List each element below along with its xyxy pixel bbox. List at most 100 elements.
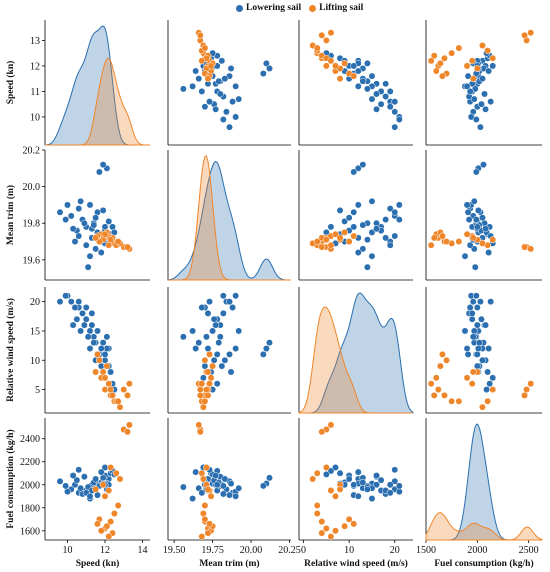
- scatter-point-lifting: [350, 72, 358, 80]
- scatter-point-lowering: [391, 123, 399, 131]
- scatter-point-lifting: [199, 510, 207, 517]
- scatter-point-lowering: [216, 333, 224, 341]
- scatter-point-lifting: [521, 391, 528, 399]
- scatter-point-lifting: [116, 403, 124, 411]
- scatter-point-lifting: [327, 57, 335, 65]
- scatter-point-lifting: [479, 403, 486, 411]
- scatter-point-lifting: [318, 518, 326, 526]
- x-tick-label: 2000: [467, 545, 487, 556]
- scatter-point-lowering: [484, 368, 492, 376]
- scatter-point-lifting: [313, 44, 321, 52]
- scatter-point-lowering: [363, 236, 371, 244]
- scatter-point-lowering: [99, 206, 107, 214]
- scatter-point-lowering: [235, 95, 243, 103]
- scatter-point-lowering: [77, 197, 85, 205]
- scatter-point-lifting: [198, 57, 206, 65]
- scatter-point-lowering: [476, 123, 484, 131]
- legend-label-lowering: Lowering sail: [246, 3, 302, 13]
- legend: Lowering sail Lifting sail: [236, 1, 363, 15]
- scatter-point-lowering: [192, 67, 200, 75]
- scatter-point-lowering: [201, 362, 209, 370]
- scatter-point-lowering: [350, 62, 358, 70]
- scatter-point-lowering: [391, 477, 399, 485]
- y-axis-label: Mean trim (m): [5, 185, 16, 245]
- y-axis-label: Relative wind speed (m/s): [5, 298, 16, 402]
- scatter-point-lowering: [485, 67, 493, 75]
- scatter-point-lowering: [477, 315, 485, 323]
- scatter-point-lowering: [226, 350, 233, 358]
- legend-label-lifting: Lifting sail: [319, 3, 364, 13]
- x-tick-label: 10: [63, 545, 73, 556]
- scatter-point-lifting: [209, 362, 217, 370]
- scatter-point-lowering: [469, 333, 477, 341]
- scatter-point-lifting: [332, 492, 339, 500]
- scatter-point-lifting: [350, 520, 358, 528]
- scatter-point-lowering: [327, 223, 335, 231]
- scatter-point-lifting: [489, 386, 497, 394]
- scatter-point-lifting: [469, 234, 477, 242]
- scatter-point-lowering: [382, 80, 390, 88]
- scatter-point-lowering: [266, 65, 273, 72]
- scatter-point-lowering: [472, 292, 480, 300]
- scatter-point-lowering: [354, 201, 362, 209]
- scatter-point-lowering: [395, 488, 403, 496]
- scatter-point-lowering: [477, 100, 485, 108]
- scatter-point-lifting: [432, 67, 440, 75]
- scatter-point-lowering: [377, 476, 385, 484]
- scatter-point-lifting: [345, 515, 353, 523]
- scatter-point-lowering: [88, 309, 96, 317]
- scatter-point-lowering: [198, 489, 206, 497]
- scatter-point-lifting: [201, 502, 209, 509]
- scatter-point-lifting: [473, 65, 481, 72]
- scatter-point-lifting: [322, 525, 330, 532]
- scatter-point-lifting: [95, 356, 103, 364]
- scatter-point-lowering: [474, 206, 482, 214]
- scatter-point-lowering: [212, 105, 220, 113]
- scatter-point-lifting: [527, 245, 535, 253]
- scatter-point-lifting: [110, 510, 118, 517]
- scatter-point-lowering: [359, 221, 367, 229]
- scatter-point-lowering: [179, 333, 187, 341]
- scatter-point-lowering: [67, 298, 75, 306]
- scatter-point-lowering: [463, 201, 471, 209]
- scatter-point-lowering: [391, 98, 399, 106]
- scatter-point-lifting: [207, 62, 215, 70]
- scatter-point-lowering: [75, 466, 83, 474]
- scatter-point-lifting: [489, 236, 497, 244]
- scatter-point-lowering: [368, 495, 376, 503]
- scatter-point-lowering: [368, 95, 376, 103]
- scatter-point-lifting: [101, 230, 109, 238]
- scatter-point-lowering: [77, 327, 85, 335]
- scatter-point-lowering: [221, 75, 229, 83]
- scatter-point-lifting: [109, 391, 116, 399]
- scatter-point-lifting: [101, 492, 109, 500]
- scatter-point-lowering: [195, 339, 203, 347]
- scatter-point-lowering: [201, 103, 209, 111]
- scatter-point-lifting: [327, 29, 335, 37]
- scatter-point-lifting: [336, 485, 344, 493]
- scatter-point-lowering: [354, 468, 362, 476]
- scatter-point-lowering: [489, 62, 497, 70]
- scatter-point-lowering: [470, 95, 478, 103]
- scatter-point-lowering: [86, 345, 94, 352]
- scatter-point-lowering: [354, 82, 362, 90]
- y-axis-label: Fuel consumption (kg/h): [5, 429, 16, 528]
- scatter-point-lowering: [368, 252, 376, 260]
- scatter-point-lifting: [105, 533, 113, 540]
- scatter-point-lifting: [527, 29, 535, 37]
- scatter-point-lifting: [125, 421, 133, 429]
- scatter-point-lowering: [195, 75, 203, 83]
- y-tick-label: 2000: [20, 480, 40, 491]
- scatter-point-lowering: [227, 480, 235, 488]
- scatter-point-lowering: [473, 350, 481, 358]
- scatter-point-lowering: [92, 245, 100, 253]
- scatter-point-lowering: [391, 466, 399, 474]
- scatter-point-lowering: [341, 217, 349, 225]
- scatter-point-lifting: [430, 52, 438, 60]
- scatter-point-lowering: [461, 327, 469, 335]
- scatter-point-lowering: [350, 481, 358, 489]
- scatter-point-lifting: [489, 54, 497, 62]
- scatter-point-lifting: [484, 397, 492, 405]
- scatter-point-lowering: [219, 116, 227, 123]
- scatter-point-lowering: [395, 116, 403, 123]
